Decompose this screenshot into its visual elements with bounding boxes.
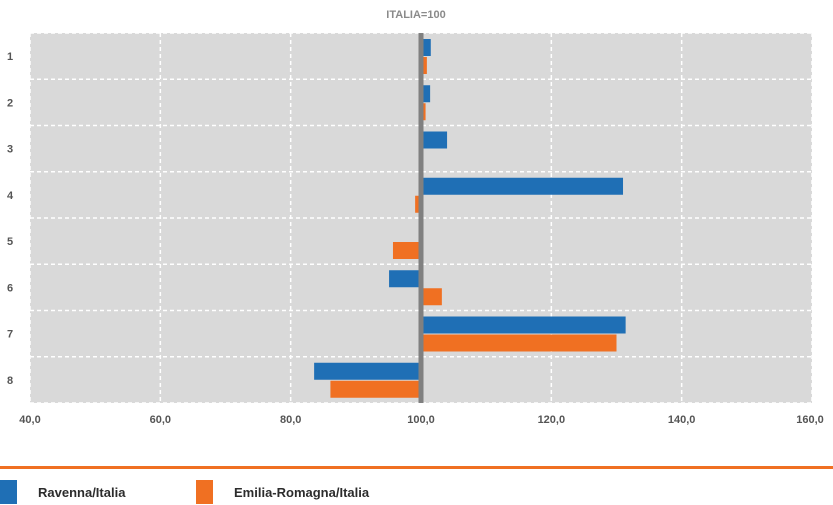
category-label: 6 (7, 282, 13, 294)
category-label: 2 (7, 97, 13, 109)
chart-title: ITALIA=100 (386, 9, 445, 21)
x-tick-label: 120,0 (538, 414, 566, 426)
bar-emilia-romagna-8 (330, 380, 421, 398)
bar-ravenna-6 (389, 270, 421, 288)
bar-ravenna-4 (421, 177, 624, 195)
x-tick-label: 60,0 (150, 414, 171, 426)
category-label: 5 (7, 236, 13, 248)
legend-label-ravenna: Ravenna/Italia (38, 484, 126, 500)
legend-item-ravenna: Ravenna/Italia (0, 480, 125, 504)
legend-item-emilia-romagna: Emilia-Romagna/Italia (196, 480, 369, 504)
x-tick-label: 100,0 (407, 414, 435, 426)
category-label: 1 (7, 51, 13, 63)
bar-emilia-romagna-4 (415, 195, 421, 213)
x-tick-label: 160,0 (796, 414, 824, 426)
x-axis-ticks: 40,0 60,0 80,0 100,0 120,0 140,0 160,0 (19, 414, 823, 426)
bars (314, 39, 626, 398)
category-label: 7 (7, 329, 13, 341)
bar-ravenna-8 (314, 362, 421, 380)
x-tick-label: 80,0 (280, 414, 301, 426)
bar-emilia-romagna-1 (421, 57, 427, 74)
bar-emilia-romagna-7 (421, 334, 617, 352)
bar-ravenna-2 (421, 85, 431, 103)
x-tick-label: 40,0 (19, 414, 40, 426)
legend-swatch-emilia-romagna (196, 480, 213, 504)
bar-emilia-romagna-5 (392, 242, 421, 259)
bar-ravenna-3 (421, 131, 448, 149)
category-label: 8 (7, 375, 13, 387)
category-label: 3 (7, 144, 13, 156)
category-label: 4 (7, 190, 14, 202)
legend-label-emilia-romagna: Emilia-Romagna/Italia (234, 484, 370, 500)
bar-ravenna-7 (421, 316, 626, 334)
legend-swatch-ravenna (0, 480, 17, 504)
y-axis-categories: 1 2 3 4 5 6 7 8 (7, 51, 14, 387)
bar-ravenna-1 (421, 39, 431, 56)
x-tick-label: 140,0 (668, 414, 696, 426)
legend: Ravenna/Italia Emilia-Romagna/Italia (0, 480, 833, 505)
chart: ITALIA=100 40,0 60,0 80,0 100,0 120,0 140,0 16… (7, 9, 824, 426)
legend-divider (0, 466, 833, 469)
bar-emilia-romagna-6 (421, 288, 442, 306)
